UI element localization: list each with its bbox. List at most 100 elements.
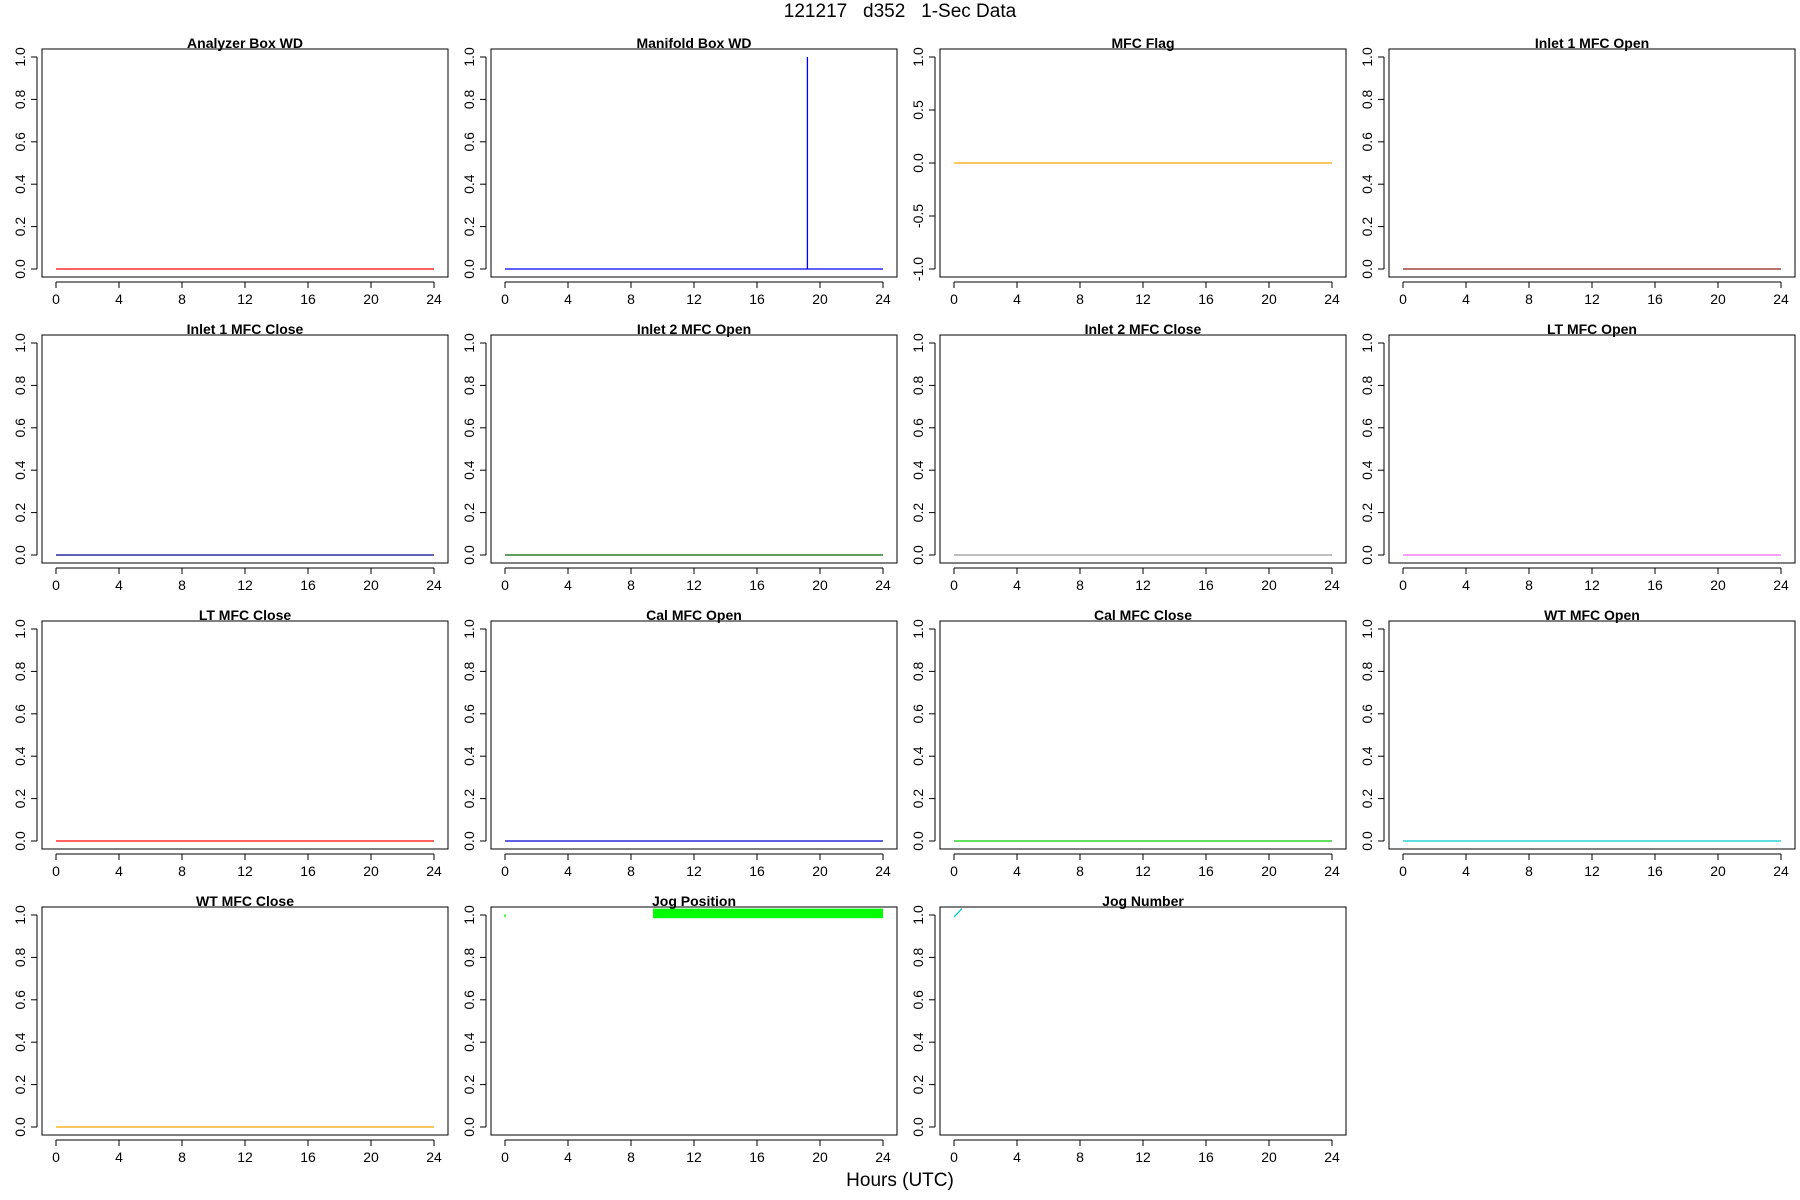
- x-tick-label: 4: [564, 863, 572, 879]
- x-tick-label: 20: [1261, 291, 1277, 307]
- panel-10: Cal MFC Open 0 4 8 12 16 20 24 0.0 0.2 0.4 0.6 0.8 1.…: [461, 607, 898, 879]
- y-tick-label: 1.0: [12, 47, 28, 67]
- plot-frame: [41, 48, 449, 278]
- x-tick-label: 8: [178, 577, 186, 593]
- y-tick-label: 0.8: [1359, 375, 1375, 395]
- plot-frame: [490, 334, 898, 564]
- panel-title: LT MFC Close: [199, 607, 292, 623]
- y-tick-label: 0.2: [461, 217, 477, 237]
- x-tick-label: 16: [1647, 863, 1663, 879]
- y-tick-label: 0.2: [1359, 217, 1375, 237]
- y-tick-label: 0.6: [910, 990, 926, 1010]
- x-tick-label: 12: [237, 577, 253, 593]
- x-tick-label: 24: [426, 577, 442, 593]
- x-tick-label: 0: [950, 577, 958, 593]
- x-tick-label: 24: [1773, 863, 1789, 879]
- x-tick-label: 20: [812, 1149, 828, 1165]
- x-tick-label: 20: [1710, 291, 1726, 307]
- x-tick-label: 16: [1647, 577, 1663, 593]
- plot-frame: [939, 620, 1347, 850]
- x-tick-label: 20: [812, 577, 828, 593]
- x-tick-label: 12: [237, 1149, 253, 1165]
- y-tick-label: 1.0: [910, 905, 926, 925]
- y-tick-label: 1.0: [910, 619, 926, 639]
- data-band: [653, 908, 883, 919]
- y-tick-label: 0.8: [461, 947, 477, 967]
- y-tick-label: 1.0: [1359, 333, 1375, 353]
- panel-title: Cal MFC Open: [646, 607, 742, 623]
- y-tick-label: 1.0: [461, 47, 477, 67]
- x-tick-label: 8: [1525, 291, 1533, 307]
- y-tick-label: 0.0: [461, 545, 477, 565]
- y-tick-label: -0.5: [910, 204, 926, 228]
- y-tick-label: 0.4: [1359, 174, 1375, 194]
- y-tick-label: 0.2: [461, 503, 477, 523]
- y-tick-label: 0.8: [12, 375, 28, 395]
- y-tick-label: 1.0: [12, 619, 28, 639]
- y-tick-label: 0.4: [1359, 746, 1375, 766]
- x-tick-label: 20: [1261, 577, 1277, 593]
- plot-frame: [490, 620, 898, 850]
- plot-frame: [939, 48, 1347, 278]
- x-tick-label: 12: [686, 291, 702, 307]
- y-tick-label: 0.0: [910, 831, 926, 851]
- y-tick-label: 0.4: [461, 174, 477, 194]
- x-tick-label: 0: [52, 1149, 60, 1165]
- x-tick-label: 8: [627, 1149, 635, 1165]
- x-tick-label: 24: [1324, 1149, 1340, 1165]
- x-tick-label: 4: [115, 863, 123, 879]
- x-tick-label: 4: [115, 1149, 123, 1165]
- y-tick-label: 0.4: [910, 460, 926, 480]
- x-tick-label: 24: [875, 1149, 891, 1165]
- x-tick-label: 8: [1076, 1149, 1084, 1165]
- x-tick-label: 0: [950, 291, 958, 307]
- data-line: [953, 908, 963, 918]
- x-tick-label: 20: [363, 1149, 379, 1165]
- x-tick-label: 8: [1076, 291, 1084, 307]
- y-tick-label: 0.8: [1359, 89, 1375, 109]
- y-tick-label: 0.4: [12, 1032, 28, 1052]
- plot-frame: [41, 334, 449, 564]
- x-tick-label: 12: [1584, 291, 1600, 307]
- x-tick-label: 8: [627, 863, 635, 879]
- y-tick-label: 0.0: [910, 1117, 926, 1137]
- plot-frame: [1388, 48, 1796, 278]
- y-tick-label: 0.4: [1359, 460, 1375, 480]
- y-tick-label: 0.8: [910, 947, 926, 967]
- y-tick-label: 0.4: [910, 1032, 926, 1052]
- x-tick-label: 0: [52, 291, 60, 307]
- y-tick-label: 0.6: [1359, 418, 1375, 438]
- plot-frame: [490, 906, 898, 1136]
- x-tick-label: 20: [363, 577, 379, 593]
- x-tick-label: 4: [1462, 291, 1470, 307]
- y-tick-label: 0.4: [910, 746, 926, 766]
- x-tick-label: 4: [1013, 291, 1021, 307]
- x-tick-label: 24: [1324, 291, 1340, 307]
- plot-frame: [1388, 334, 1796, 564]
- y-tick-label: 0.2: [1359, 789, 1375, 809]
- x-tick-label: 16: [749, 577, 765, 593]
- x-tick-label: 0: [1399, 577, 1407, 593]
- y-tick-label: 0.6: [12, 418, 28, 438]
- data-line: [505, 57, 883, 270]
- panel-title: Analyzer Box WD: [187, 35, 303, 51]
- plot-frame: [41, 906, 449, 1136]
- y-tick-label: 0.8: [461, 89, 477, 109]
- x-tick-label: 8: [1076, 863, 1084, 879]
- x-tick-label: 16: [300, 291, 316, 307]
- x-tick-label: 12: [237, 863, 253, 879]
- plot-frame: [939, 334, 1347, 564]
- x-tick-label: 24: [1324, 863, 1340, 879]
- y-tick-label: 1.0: [910, 333, 926, 353]
- x-tick-label: 4: [1013, 577, 1021, 593]
- y-tick-label: 0.2: [12, 217, 28, 237]
- plot-frame: [939, 906, 1347, 1136]
- x-tick-label: 8: [1076, 577, 1084, 593]
- y-tick-label: 0.2: [910, 503, 926, 523]
- y-tick-label: 1.0: [461, 905, 477, 925]
- y-tick-label: 0.0: [1359, 831, 1375, 851]
- y-tick-label: 0.8: [12, 89, 28, 109]
- y-tick-label: 1.0: [12, 333, 28, 353]
- page-title: 121217 d352 1-Sec Data: [783, 1, 1017, 22]
- plot-frame: [1388, 620, 1796, 850]
